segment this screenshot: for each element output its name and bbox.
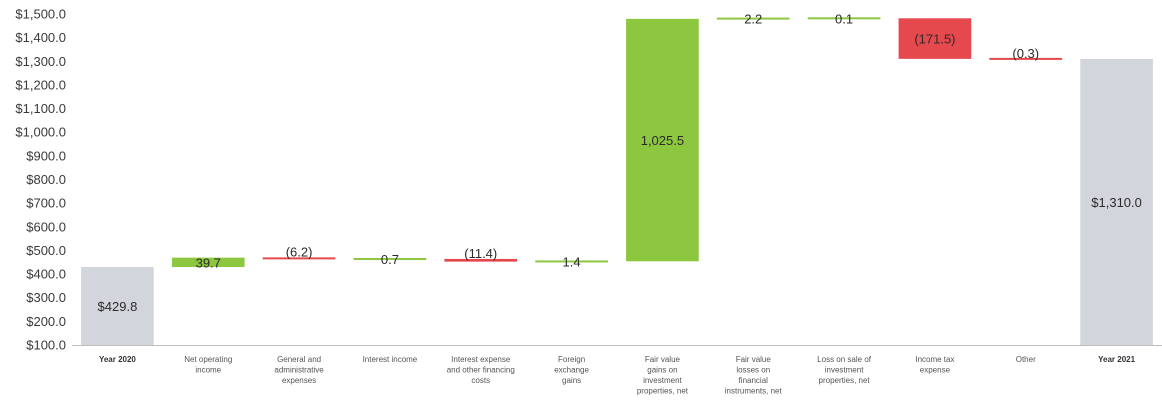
bar-total <box>81 267 154 345</box>
x-category-label: Fair value <box>736 355 772 364</box>
x-category-label: investment <box>825 366 864 375</box>
bar-increase <box>807 17 881 20</box>
bar-total <box>1080 58 1153 346</box>
bar-increase <box>716 17 790 20</box>
y-tick-label: $200.0 <box>26 314 66 329</box>
x-category-label: losses on <box>736 366 770 375</box>
y-tick-label: $1,100.0 <box>15 101 66 116</box>
y-tick-label: $600.0 <box>26 219 66 234</box>
x-category-label: properties, net <box>819 376 871 385</box>
y-tick-label: $900.0 <box>26 148 66 163</box>
x-category-label: expenses <box>282 376 316 385</box>
x-category-label: Year 2020 <box>99 355 136 364</box>
x-category-label: Foreign <box>558 355 585 364</box>
x-category-label: Interest income <box>363 355 418 364</box>
x-category-label: gains on <box>647 366 677 375</box>
x-category-label: Year 2021 <box>1098 355 1135 364</box>
x-category-label: investment <box>643 376 682 385</box>
y-tick-label: $700.0 <box>26 196 66 211</box>
bar-decrease <box>262 257 336 260</box>
x-category-label: exchange <box>554 366 589 375</box>
y-tick-label: $1,200.0 <box>15 77 66 92</box>
data-label: 1.4 <box>563 254 581 269</box>
x-category-label: and other financing <box>447 366 515 375</box>
data-label: 2.2 <box>744 12 762 27</box>
data-label: (11.4) <box>464 246 497 261</box>
x-category-label: General and <box>277 355 321 364</box>
y-tick-label: $1,000.0 <box>15 125 66 140</box>
x-category-label: Net operating <box>184 355 232 364</box>
bar-decrease <box>444 258 518 262</box>
data-label: 0.7 <box>381 252 399 267</box>
x-category-label: Income tax <box>915 355 954 364</box>
data-label: $1,310.0 <box>1091 195 1142 210</box>
x-category-label: Interest expense <box>451 355 511 364</box>
bar-decrease <box>989 57 1063 60</box>
y-tick-label: $300.0 <box>26 290 66 305</box>
y-tick-label: $500.0 <box>26 243 66 258</box>
data-label: 0.1 <box>835 11 853 26</box>
x-category-label: Other <box>1016 355 1036 364</box>
bar-increase <box>535 260 608 263</box>
x-category-label: Fair value <box>645 355 681 364</box>
data-label: (0.3) <box>1012 46 1039 61</box>
x-category-label: administrative <box>274 366 324 375</box>
y-tick-label: $400.0 <box>26 267 66 282</box>
bar-increase <box>353 258 427 261</box>
y-tick-label: $100.0 <box>26 338 66 353</box>
data-label: (6.2) <box>286 245 313 260</box>
x-category-label: properties, net <box>637 387 689 396</box>
y-tick-label: $1,500.0 <box>15 7 66 22</box>
data-label: 39.7 <box>196 255 221 270</box>
x-category-label: gains <box>562 376 581 385</box>
bar-decrease <box>898 18 972 59</box>
data-label: 1,025.5 <box>641 133 684 148</box>
bar-increase <box>171 257 245 268</box>
bar-increase <box>626 18 699 262</box>
x-category-label: instruments, net <box>725 387 783 396</box>
y-tick-label: $800.0 <box>26 172 66 187</box>
data-label: $429.8 <box>98 299 138 314</box>
data-label: (171.5) <box>914 32 955 47</box>
x-category-label: income <box>195 366 221 375</box>
y-tick-label: $1,400.0 <box>15 30 66 45</box>
y-tick-label: $1,300.0 <box>15 54 66 69</box>
x-category-label: costs <box>471 376 490 385</box>
x-category-label: Loss on sale of <box>817 355 872 364</box>
x-category-label: financial <box>739 376 769 385</box>
x-category-label: expense <box>920 366 951 375</box>
